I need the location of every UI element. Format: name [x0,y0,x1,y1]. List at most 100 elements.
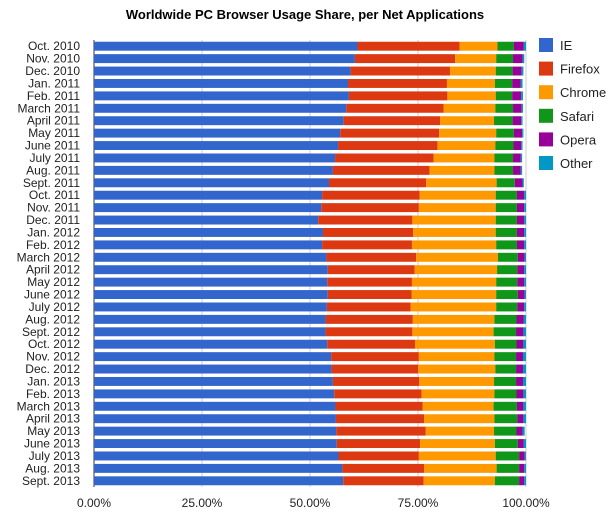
bar-segment-chrome [413,227,496,237]
y-tick-label: March 2011 [18,101,81,115]
y-tick-label: Feb. 2011 [27,89,80,103]
bar-segment-chrome [412,314,495,324]
y-tick-label: Aug. 2011 [26,163,80,177]
y-tick-label: May 2013 [27,424,80,438]
y-tick-label: Sept. 2011 [23,176,80,190]
bar-segment-ie [94,352,332,362]
bar-segment-opera [517,414,524,424]
bar-segment-opera [513,165,521,175]
bar-segment-firefox [336,426,426,436]
bar-segment-opera [517,439,524,449]
y-tick-label: April 2011 [27,114,80,128]
bar-segment-firefox [342,463,425,473]
bar-segment-other [524,277,526,287]
bar-segment-firefox [332,376,420,386]
bar-segment-safari [496,240,517,250]
bar-segment-firefox [322,190,420,200]
bar-segment-other [523,414,526,424]
bar-segment-ie [94,128,341,138]
y-tick-label: Nov. 2010 [26,52,80,66]
bar-segment-firefox [322,227,414,237]
bar-segment-safari [495,451,520,461]
bar-segment-chrome [426,178,497,188]
bar-segment-opera [512,91,522,101]
bar-segment-chrome [412,327,494,337]
y-tick-label: May 2012 [27,275,80,289]
bar-segment-firefox [318,215,413,225]
bar-segment-other [521,66,524,76]
bar-segment-chrome [411,240,497,250]
y-tick-label: Jan. 2011 [28,76,80,90]
bar-segment-opera [516,352,523,362]
bar-segment-ie [94,426,337,436]
bar-segment-chrome [422,401,494,411]
bar-segment-chrome [419,376,495,386]
bar-segment-chrome [418,364,496,374]
bar-segment-chrome [455,54,497,64]
bar-segment-firefox [343,116,441,126]
bar-segment-opera [512,116,522,126]
bar-segment-safari [496,302,518,312]
bar-segment-chrome [414,265,498,275]
bar-segment-opera [516,401,524,411]
bar-segment-ie [94,240,323,250]
bar-segment-safari [495,190,517,200]
bar-segment-safari [495,66,513,76]
y-tick-label: Jan. 2012 [27,225,80,239]
bar-segment-opera [513,41,524,51]
bar-segment-chrome [418,352,495,362]
bar-segment-chrome [440,116,495,126]
bar-segment-ie [94,91,349,101]
bar-segment-safari [496,277,518,287]
bar-segment-other [520,153,523,163]
bar-segment-opera [516,240,525,250]
y-tick-label: April 2013 [26,412,80,426]
bar-segment-ie [94,439,337,449]
bar-segment-other [524,190,526,200]
bar-segment-other [522,376,526,386]
bar-segment-firefox [326,252,417,262]
y-tick-label: Feb. 2012 [26,238,80,252]
bar-segment-safari [495,227,517,237]
bar-segment-chrome [416,252,498,262]
bar-segment-opera [516,339,524,349]
bar-segment-safari [496,128,514,138]
bar-segment-chrome [439,128,497,138]
bar-segment-other [524,476,526,486]
bar-segment-opera [516,327,524,337]
bar-segment-chrome [411,277,497,287]
y-tick-label: Jan. 2013 [27,374,80,388]
bar-segment-ie [94,277,328,287]
legend-swatch-firefox [539,61,553,76]
bar-segment-other [524,290,526,300]
bar-segment-safari [497,41,514,51]
bar-segment-firefox [335,153,434,163]
bar-segment-other [522,364,526,374]
bar-segment-firefox [338,141,438,151]
bar-segment-safari [497,252,518,262]
bar-segment-firefox [348,78,447,88]
bar-segment-firefox [334,389,422,399]
bar-segment-ie [94,327,326,337]
bar-segment-ie [94,376,333,386]
bar-segment-opera [516,389,524,399]
bar-segment-opera [516,227,525,237]
grid-layer [93,40,527,487]
legend-label-opera: Opera [560,132,597,147]
bar-segment-opera [513,54,523,64]
bar-segment-chrome [433,153,495,163]
bar-segment-other [524,463,526,473]
bar-segment-firefox [327,290,412,300]
bar-segment-other [522,426,525,436]
bar-segment-ie [94,252,327,262]
bar-segment-safari [494,426,517,436]
y-tick-label: Aug. 2013 [25,461,80,475]
bar-segment-other [524,265,526,275]
bar-segment-safari [494,439,518,449]
bar-segment-chrome [449,66,496,76]
y-tick-label: Dec. 2011 [26,213,80,227]
bar-segment-opera [513,128,523,138]
bar-segment-chrome [419,190,496,200]
bar-segment-chrome [437,141,496,151]
